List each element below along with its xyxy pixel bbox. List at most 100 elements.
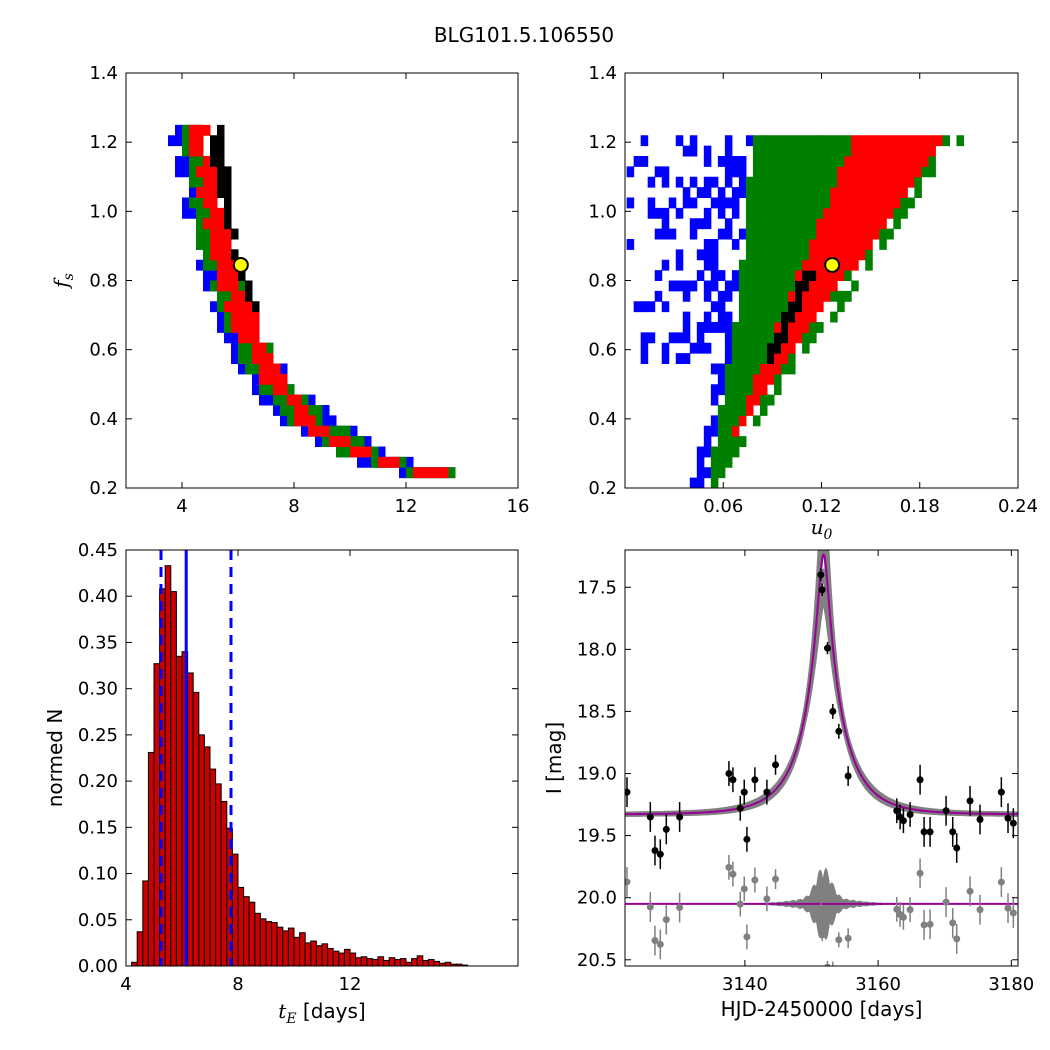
heatmap-cell-ci3 [210,259,218,271]
heatmap-cell-ci4 [626,166,635,178]
heatmap-cell-ci2 [886,197,894,209]
heatmap-cell-ci3 [399,456,407,468]
heatmap-cell-ci2 [745,405,754,416]
heatmap-cell-ci3 [731,415,740,427]
heatmap-cell-ci4 [689,176,698,188]
heatmap-cell-ci4 [689,280,698,292]
heatmap-cell-ci2 [872,166,880,178]
heatmap-cell-ci3 [823,135,831,147]
heatmap-cell-ci2 [210,187,218,198]
heatmap-cell-ci1 [224,218,232,230]
heatmap-cell-ci2 [203,124,211,136]
heatmap-cell-ci4 [696,249,705,261]
heatmap-cell-ci2 [865,135,873,147]
heatmap-cell-ci3 [287,405,295,416]
heatmap-cell-ci3 [759,353,768,364]
heatmap-cell-ci4 [661,207,670,219]
y-tick-label: 19.0 [577,764,617,785]
heatmap-cell-ci2 [196,187,204,198]
histogram-bar [271,922,278,967]
heatmap-cell-ci3 [745,259,754,271]
heatmap-cell-ci4 [731,270,740,281]
heatmap-cell-ci3 [907,197,915,209]
heatmap-cell-ci3 [865,249,873,261]
heatmap-cell-ci3 [731,373,740,385]
heatmap-cell-ci2 [865,218,873,230]
heatmap-cell-ci4 [703,176,712,188]
heatmap-cell-ci4 [654,228,663,240]
heatmap-cell-ci3 [189,197,197,209]
residual-point [646,903,654,911]
heatmap-cell-ci3 [752,332,761,344]
heatmap-cell-ci3 [710,467,719,479]
heatmap-cell-ci4 [661,259,670,271]
heatmap-cell-ci2 [837,166,845,178]
heatmap-cell-ci4 [182,156,190,167]
heatmap-cell-ci3 [816,322,824,333]
heatmap-cell-ci4 [717,270,726,281]
heatmap-cell-ci1 [781,322,789,333]
data-point [763,788,771,796]
histogram-bar [209,768,217,967]
heatmap-cell-ci2 [252,322,260,333]
heatmap-cell-ci2 [731,425,740,437]
heatmap-cell-ci3 [759,394,768,406]
heatmap-cell-ci2 [844,228,852,240]
heatmap-cell-ci4 [738,176,747,188]
heatmap-cell-ci3 [752,311,761,323]
heatmap-cell-ci2 [858,176,866,188]
heatmap-cell-ci2 [823,290,831,302]
heatmap-cell-ci3 [781,249,789,261]
heatmap-cell-ci3 [710,446,719,458]
heatmap-cell-ci3 [759,259,768,271]
heatmap-cell-ci3 [752,176,761,188]
histogram-bar [237,886,245,967]
heatmap-cell-ci1 [217,124,225,136]
heatmap-cell-ci4 [682,353,691,364]
heatmap-cell-ci3 [182,145,190,157]
heatmap-cell-ci4 [315,436,323,447]
heatmap-cell-ci3 [759,197,768,209]
heatmap-cell-ci3 [724,425,733,437]
heatmap-cell-ci4 [633,156,642,167]
heatmap-cell-ci3 [196,239,204,250]
heatmap-cell-ci2 [886,156,894,167]
heatmap-cell-ci2 [774,322,782,333]
heatmap-cell-ci3 [788,218,796,230]
heatmap-cell-ci4 [703,446,712,458]
histogram-bar [215,783,222,967]
heatmap-cell-ci2 [252,342,260,354]
heatmap-cell-ci2 [844,259,852,271]
heatmap-cell-ci4 [710,280,719,292]
y-tick-label: 0.40 [78,586,118,607]
heatmap-cell-ci2 [203,218,211,230]
heatmap-cell-ci4 [675,280,684,292]
residual-point [824,963,831,966]
heatmap-cell-ci3 [914,187,922,198]
heatmap-cell-ci3 [788,249,796,261]
heatmap-cell-ci1 [231,249,239,261]
heatmap-cell-ci3 [724,363,733,375]
heatmap-cell-ci3 [893,218,901,230]
heatmap-cell-ci3 [837,145,845,157]
heatmap-cell-ci2 [844,218,852,230]
heatmap-cell-ci2 [858,187,866,198]
x-tick-label: 4 [120,974,131,995]
heatmap-cell-ci3 [788,176,796,188]
heatmap-cell-ci2 [872,197,880,209]
heatmap-cell-ci2 [907,145,915,157]
heatmap-cell-ci4 [675,353,684,364]
residual-point [772,875,780,883]
heatmap-cell-ci3 [766,322,775,333]
heatmap-cell-ci4 [696,332,705,344]
heatmap-cell-ci2 [781,353,789,364]
heatmap-cell-ci1 [774,342,782,354]
heatmap-cell-ci4 [675,207,684,219]
heatmap-cell-ci4 [738,228,747,240]
heatmap-cell-ci2 [294,415,302,427]
data-point [751,776,759,784]
heatmap-cell-ci2 [189,145,197,157]
heatmap-cell-ci3 [766,176,775,188]
heatmap-cell-ci3 [759,301,768,313]
x-axis-label: tE [days] [278,999,365,1027]
